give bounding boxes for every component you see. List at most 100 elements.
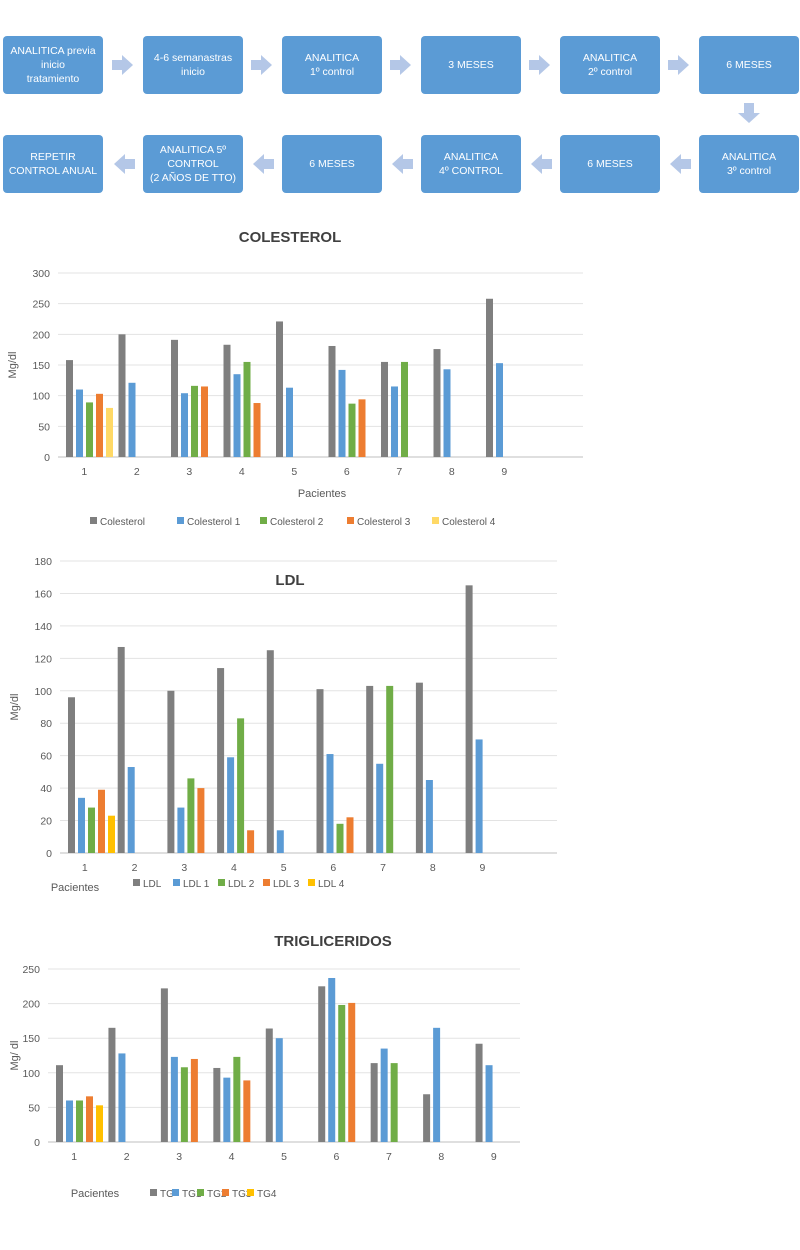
chart-title: COLESTEROL (239, 229, 342, 246)
arrow-left-icon (392, 154, 413, 174)
bar-colesterol (328, 345, 336, 457)
legend-label: TG4 (257, 1189, 277, 1200)
bar-tg (423, 1094, 431, 1142)
legend-swatch (218, 879, 225, 886)
bar-ldl-1 (177, 807, 185, 853)
x-tick-label: 8 (449, 466, 455, 478)
bar-tg1 (380, 1048, 388, 1142)
chart-colesterol: COLESTEROL 0 50 100 150 200 250 300 Mg/dl 1 2 3 4 5 6 7… (7, 229, 583, 528)
bar-tg (318, 986, 326, 1142)
bar-ldl (366, 685, 374, 853)
flow-step-10: 6 MESES (282, 135, 382, 193)
y-axis-label: Mg/dl (9, 694, 21, 721)
bar-colesterol (66, 360, 73, 457)
bar-ldl (266, 650, 274, 853)
y-tick-label: 140 (34, 621, 52, 633)
flow-step-3: ANALITICA 1º control (282, 36, 382, 94)
bar-ldl-1 (276, 830, 284, 853)
bar-ldl-2 (386, 685, 394, 853)
x-tick-label: 9 (491, 1151, 497, 1163)
arrow-right-icon (529, 55, 550, 75)
x-tick-label: 6 (334, 1151, 340, 1163)
bar-colesterol (486, 298, 493, 457)
x-tick-label: 7 (380, 862, 386, 874)
x-tick-label: 1 (81, 466, 87, 478)
bar-tg1 (66, 1100, 73, 1142)
x-tick-label: 5 (281, 862, 287, 874)
legend-label: LDL 4 (318, 879, 345, 890)
bar-ldl-2 (88, 807, 95, 853)
y-tick-label: 200 (22, 999, 40, 1011)
bar-tg2 (76, 1100, 83, 1142)
y-axis-label: Mg/ dl (9, 1041, 21, 1071)
x-tick-label: 3 (181, 862, 187, 874)
bar-tg2 (180, 1067, 188, 1142)
x-tick-label: 2 (134, 466, 140, 478)
x-tick-label: 6 (330, 862, 336, 874)
legend-swatch (347, 517, 354, 524)
bar-tg1 (170, 1056, 178, 1142)
y-tick-label: 0 (44, 452, 50, 464)
bar-ldl (415, 682, 423, 853)
bar-ldl (117, 646, 125, 853)
legend-label: Colesterol 1 (187, 517, 241, 528)
bar-colesterol (223, 344, 231, 457)
legend-label: Colesterol 2 (270, 517, 324, 528)
bar-colesterol-2 (348, 403, 356, 457)
bar-colesterol-2 (243, 361, 251, 457)
flow-step-4: 3 MESES (421, 36, 521, 94)
bar-colesterol-1 (391, 386, 398, 457)
flow-step-11: ANALITICA 5º CONTROL (2 AÑOS DE TTO) (143, 135, 243, 193)
bar-colesterol-1 (181, 393, 188, 457)
bar-tg (475, 1043, 483, 1142)
x-tick-label: 3 (176, 1151, 182, 1163)
chart-title: LDL (275, 572, 304, 589)
bar-tg (108, 1027, 116, 1142)
legend-label: TG (160, 1189, 174, 1200)
bar-colesterol (276, 321, 283, 457)
bar-ldl-1 (376, 763, 384, 853)
legend-swatch (247, 1189, 254, 1196)
y-tick-label: 300 (32, 268, 50, 280)
flow-step-8: 6 MESES (560, 135, 660, 193)
arrow-right-icon (668, 55, 689, 75)
bar-tg2 (390, 1063, 398, 1142)
chart-title: TRIGLICERIDOS (274, 933, 392, 950)
y-tick-label: 100 (32, 391, 50, 403)
x-tick-label: 4 (239, 466, 245, 478)
bar-ldl-3 (346, 817, 354, 853)
arrow-right-icon (390, 55, 411, 75)
bar-ldl-2 (187, 778, 195, 853)
y-tick-label: 40 (40, 783, 52, 795)
legend-swatch (197, 1189, 204, 1196)
bar-tg3 (243, 1080, 251, 1142)
bar-ldl-2 (237, 718, 245, 853)
legend-label: TG1 (182, 1189, 202, 1200)
bar-ldl-1 (78, 797, 85, 853)
flow-step-2: 4-6 semanastras inicio (143, 36, 243, 94)
bar-colesterol-3 (96, 393, 103, 457)
bar-ldl (217, 668, 225, 853)
x-tick-label: 3 (186, 466, 192, 478)
y-tick-label: 100 (34, 686, 52, 698)
arrow-down-icon (738, 103, 760, 123)
bar-ldl (68, 697, 75, 853)
bar-colesterol (171, 339, 178, 457)
legend-label: LDL 3 (273, 879, 300, 890)
x-tick-label: 8 (430, 862, 436, 874)
y-axis-label: Mg/dl (7, 352, 19, 379)
bar-tg1 (433, 1027, 441, 1142)
bar-colesterol-1 (233, 374, 241, 457)
legend-swatch (172, 1189, 179, 1196)
bar-colesterol-1 (128, 382, 136, 457)
flow-step-1: ANALITICA previa inicio tratamiento (3, 36, 103, 94)
bar-tg (160, 988, 168, 1142)
bar-tg (213, 1067, 221, 1142)
bar-colesterol-2 (86, 402, 93, 457)
y-tick-label: 200 (32, 329, 50, 341)
bar-ldl-1 (127, 767, 135, 853)
bar-tg1 (118, 1053, 126, 1142)
bar-colesterol-2 (401, 361, 408, 457)
chart-ldl: LDL 0 20 40 60 80 100 120 140 160 180 Mg/dl 1 2 3 4 5 6 7 8… (9, 556, 557, 894)
bar-tg3 (190, 1058, 198, 1142)
